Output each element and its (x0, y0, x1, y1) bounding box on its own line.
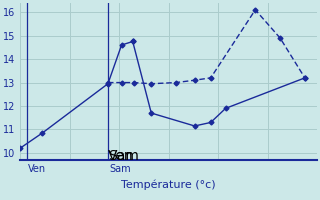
Text: Sam: Sam (108, 149, 139, 163)
Text: Ven: Ven (28, 164, 45, 174)
Text: Température (°c): Température (°c) (121, 180, 216, 190)
Text: Sam: Sam (109, 164, 131, 174)
Text: Ven: Ven (108, 149, 133, 163)
